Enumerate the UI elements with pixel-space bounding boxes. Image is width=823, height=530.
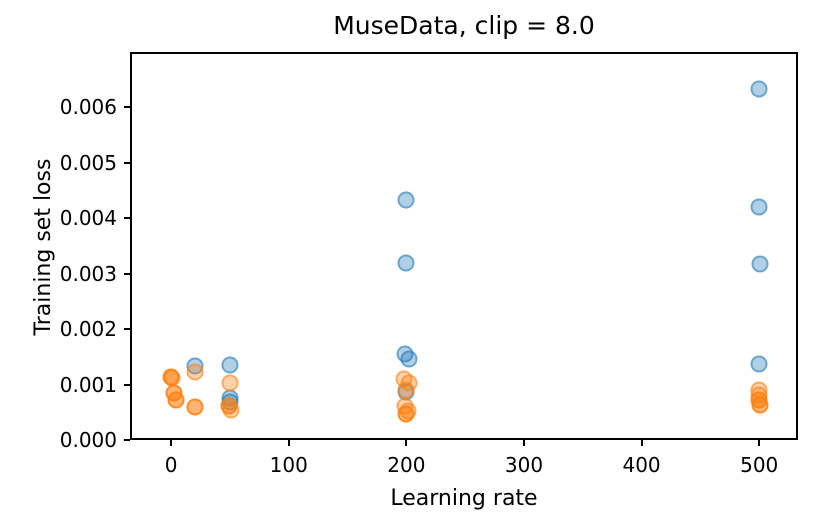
scatter-point-blue-series: [400, 350, 418, 368]
x-tick-label: 400: [622, 453, 661, 477]
y-tick-mark: [124, 328, 130, 331]
x-tick-mark: [522, 440, 525, 446]
y-tick-mark: [124, 106, 130, 109]
scatter-point-blue-series: [397, 191, 415, 209]
scatter-point-orange-series: [167, 391, 185, 409]
y-tick-label: 0.006: [59, 95, 117, 120]
x-tick-mark: [640, 440, 643, 446]
scatter-point-orange-series: [221, 374, 239, 392]
scatter-point-blue-series: [750, 198, 768, 216]
scatter-point-orange-series: [397, 381, 415, 399]
x-tick-label: 100: [269, 453, 308, 477]
y-tick-label: 0.001: [59, 372, 117, 397]
scatter-point-orange-series: [751, 396, 769, 414]
scatter-point-blue-series: [221, 356, 239, 374]
x-tick-mark: [170, 440, 173, 446]
x-tick-mark: [287, 440, 290, 446]
y-tick-mark: [124, 383, 130, 386]
plot-area: 0 100 200 300 400 500: [124, 52, 798, 476]
y-tick-labels: 0.000 0.001 0.002 0.003 0.004 0.005 0.006: [0, 52, 120, 451]
x-tick-label: 500: [740, 453, 779, 477]
y-tick-label: 0.003: [59, 261, 117, 286]
y-tick-mark: [124, 272, 130, 275]
scatter-point-blue-series: [750, 80, 768, 98]
y-tick-label: 0.002: [59, 317, 117, 342]
scatter-point-blue-series: [397, 254, 415, 272]
x-tick-mark: [405, 440, 408, 446]
scatter-point-orange-series: [222, 401, 240, 418]
x-tick-label: 0: [164, 453, 178, 477]
x-tick-mark: [758, 440, 761, 446]
y-tick-label: 0.004: [59, 206, 117, 231]
scatter-point-orange-series: [397, 405, 415, 423]
y-tick-mark: [124, 217, 130, 220]
x-axis-label: Learning rate: [390, 486, 538, 511]
scatter-point-blue-series: [750, 355, 768, 373]
scatter-point-blue-series: [751, 255, 769, 273]
scatter-point-orange-series: [186, 398, 204, 416]
y-tick-mark: [124, 161, 130, 164]
x-tick-label: 300: [504, 453, 544, 477]
y-tick-label: 0.005: [59, 150, 117, 175]
y-tick-mark: [124, 439, 130, 441]
chart-title: MuseData, clip = 8.0: [333, 11, 595, 40]
axes-spines: [130, 52, 798, 440]
scatter-point-orange-series: [186, 363, 204, 381]
y-tick-label: 0.000: [59, 428, 117, 452]
x-tick-label: 200: [387, 453, 426, 477]
